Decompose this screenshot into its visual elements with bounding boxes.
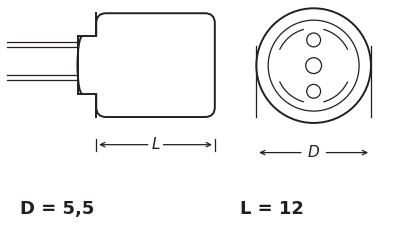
FancyBboxPatch shape bbox=[96, 13, 215, 117]
Text: L = 12: L = 12 bbox=[240, 200, 304, 218]
Text: L: L bbox=[151, 137, 160, 152]
Text: D = 5,5: D = 5,5 bbox=[20, 200, 94, 218]
Text: D: D bbox=[308, 145, 320, 160]
Circle shape bbox=[256, 8, 371, 123]
Bar bbox=[78, 36, 101, 94]
